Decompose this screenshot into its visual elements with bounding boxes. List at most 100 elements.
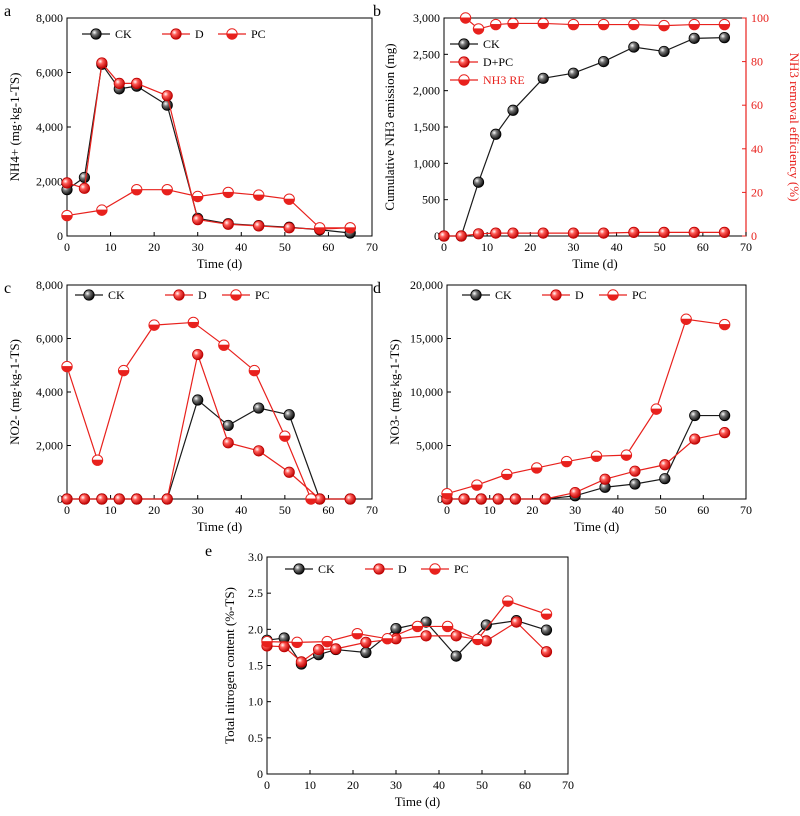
- x-tick-label: 0: [64, 503, 70, 517]
- panel-letter: d: [373, 280, 381, 297]
- data-point: [539, 493, 551, 505]
- data-point: [222, 218, 234, 230]
- y-tick-label: 1.5: [248, 659, 263, 673]
- x-tick-label: 70: [562, 778, 574, 792]
- data-point: [540, 624, 553, 636]
- data-point: [689, 409, 701, 422]
- x-tick-label: 20: [148, 503, 160, 517]
- y2-tick-label: 40: [751, 142, 763, 156]
- legend-marker: [293, 563, 305, 575]
- data-point: [420, 630, 432, 642]
- data-point: [360, 646, 372, 659]
- legend-label: CK: [495, 288, 512, 302]
- series-pc: [261, 595, 553, 649]
- data-point: [279, 430, 291, 442]
- data-point: [560, 455, 573, 468]
- data-point: [659, 473, 671, 485]
- data-point: [253, 402, 265, 414]
- legend-entry: D: [365, 562, 407, 576]
- x-tick-label: 60: [697, 240, 709, 254]
- panel-letter: c: [4, 280, 11, 297]
- series-line: [67, 398, 351, 500]
- y-tick-label: 3,000: [413, 11, 440, 25]
- x-axis-label: Time (d): [572, 256, 617, 271]
- data-point: [659, 459, 671, 471]
- y-tick-label: 0: [437, 492, 443, 506]
- legend-label: PC: [454, 562, 469, 576]
- x-tick-label: 30: [192, 503, 204, 517]
- data-point: [658, 19, 670, 32]
- data-point: [253, 189, 265, 201]
- y-tick-label: 8,000: [36, 278, 63, 292]
- x-tick-label: 0: [64, 240, 70, 254]
- data-point: [680, 313, 692, 325]
- data-point: [531, 462, 543, 474]
- legend-label: PC: [251, 27, 266, 41]
- y-axis-label: NH4+ (mg·kg-1-TS): [7, 73, 22, 182]
- data-point: [314, 222, 326, 234]
- data-point: [283, 193, 295, 205]
- legend-marker: [230, 289, 242, 301]
- data-point: [330, 643, 342, 655]
- legend-marker: [458, 74, 470, 86]
- data-point: [688, 18, 700, 31]
- data-point: [492, 493, 504, 505]
- data-point: [96, 204, 108, 216]
- data-point: [351, 627, 363, 640]
- y-tick-label: 1,000: [413, 156, 440, 170]
- data-point: [510, 616, 523, 628]
- data-point: [567, 227, 580, 239]
- data-point: [438, 230, 450, 242]
- legend-entry: PC: [218, 27, 266, 41]
- data-point: [569, 486, 581, 499]
- data-point: [718, 318, 731, 331]
- series-ck: [441, 409, 731, 505]
- data-point: [567, 18, 580, 31]
- legend-marker: [226, 28, 238, 40]
- data-point: [458, 493, 470, 505]
- data-point: [537, 227, 549, 239]
- legend-entry: PC: [222, 288, 270, 302]
- data-point: [61, 209, 73, 222]
- data-point: [490, 18, 502, 31]
- y-tick-label: 4,000: [36, 120, 63, 134]
- x-axis-label: Time (d): [197, 519, 242, 534]
- data-point: [113, 77, 125, 90]
- x-axis-label: Time (d): [197, 256, 242, 271]
- legend-label: D: [398, 562, 407, 576]
- data-point: [658, 226, 670, 238]
- y-tick-label: 2.5: [248, 586, 263, 600]
- data-point: [192, 214, 204, 226]
- data-point: [253, 445, 265, 457]
- panel-letter: b: [373, 3, 381, 20]
- legend-label: NH3 RE: [483, 73, 525, 87]
- data-point: [598, 227, 610, 239]
- data-point: [537, 72, 549, 84]
- data-point: [459, 12, 472, 24]
- series-d: [441, 427, 731, 505]
- x-tick-label: 30: [569, 503, 581, 517]
- data-point: [628, 18, 640, 31]
- y-tick-label: 0: [434, 229, 440, 243]
- x-tick-label: 50: [654, 240, 666, 254]
- data-point: [471, 479, 483, 491]
- x-tick-label: 70: [366, 503, 378, 517]
- data-point: [620, 449, 633, 461]
- data-point: [490, 227, 502, 239]
- legend-entry: PC: [599, 288, 647, 302]
- legend-entry: CK: [450, 37, 500, 51]
- y-tick-label: 2,000: [36, 439, 63, 453]
- legend-entry: CK: [75, 288, 125, 302]
- data-point: [719, 409, 731, 422]
- data-point: [718, 18, 731, 31]
- x-tick-label: 30: [390, 778, 402, 792]
- y-tick-label: 2,000: [413, 84, 440, 98]
- y2-tick-label: 20: [751, 185, 763, 199]
- data-point: [411, 620, 424, 633]
- series-line: [444, 231, 725, 237]
- series-pc: [61, 316, 317, 505]
- data-point: [283, 466, 295, 478]
- legend-label: CK: [483, 37, 500, 51]
- data-point: [509, 493, 521, 505]
- legend-entry: D: [162, 27, 204, 41]
